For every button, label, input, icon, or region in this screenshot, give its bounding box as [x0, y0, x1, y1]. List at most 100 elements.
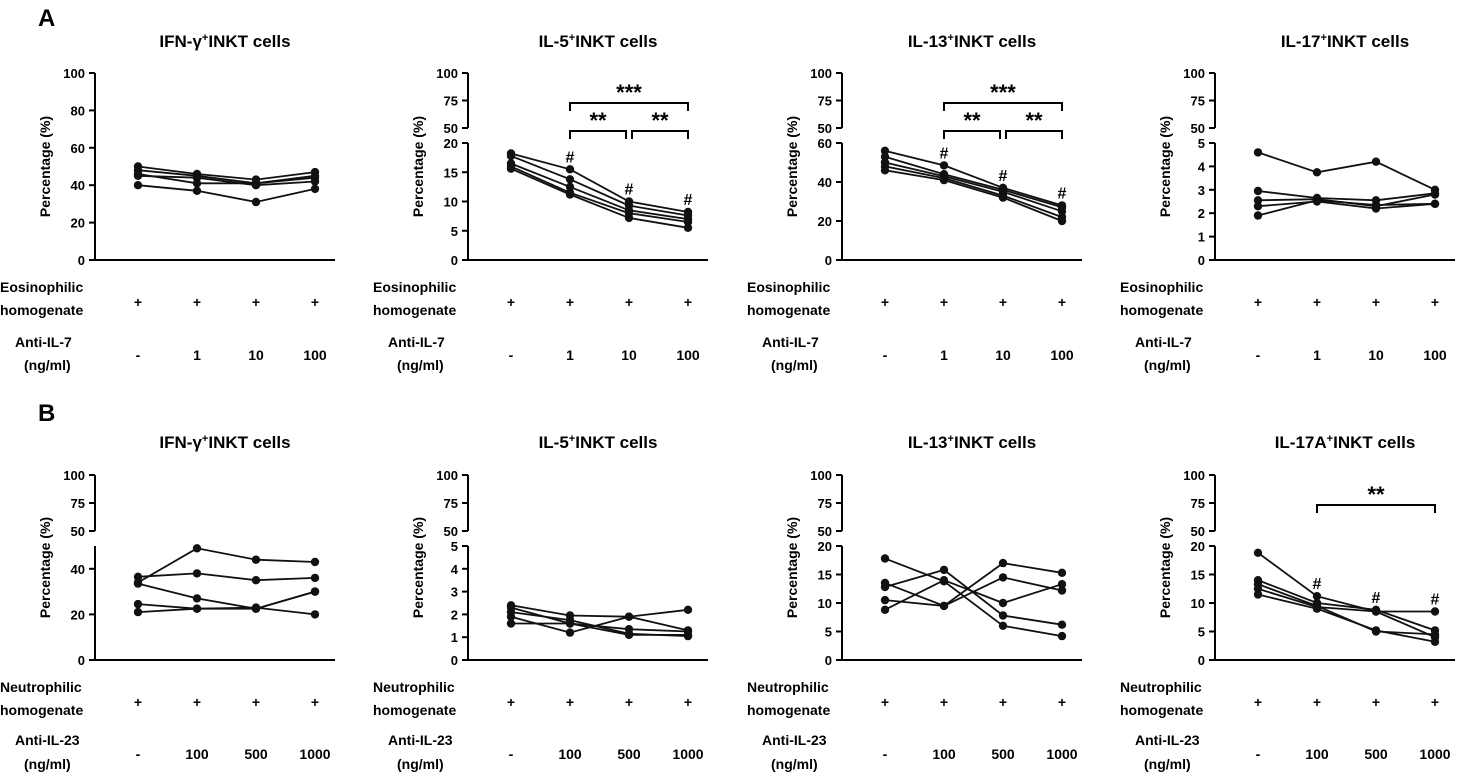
significance-label: **: [1025, 108, 1043, 133]
data-point: [998, 621, 1008, 630]
panel-letter-b: B: [38, 400, 55, 427]
data-point: [880, 152, 890, 161]
series-line: [884, 155, 1063, 209]
data-point: [998, 611, 1008, 620]
data-point: [251, 197, 261, 207]
hash-marker: #: [1313, 576, 1322, 593]
hash-marker: #: [684, 192, 693, 209]
dose-label: 1000: [1046, 746, 1077, 762]
data-point: [1057, 207, 1067, 216]
y-tick-label: 15: [1191, 568, 1205, 583]
y-tick-label: 50: [1191, 121, 1205, 136]
data-point: [565, 175, 575, 184]
y-tick-label: 60: [71, 141, 85, 156]
dose-label: -: [136, 347, 141, 363]
y-tick-label: 20: [71, 216, 85, 231]
data-point: [133, 171, 143, 180]
data-point: [998, 598, 1008, 608]
y-tick-label: 5: [451, 539, 458, 554]
chart-title-rest: INKT cells: [575, 32, 657, 51]
significance-label: ***: [616, 80, 642, 105]
y-tick-label: 100: [63, 66, 85, 81]
dose-label: 1000: [672, 746, 703, 762]
chart-title-main: IL-5: [539, 433, 569, 452]
y-tick-label: 20: [1191, 539, 1205, 554]
homogenate-plus: +: [1313, 694, 1321, 710]
y-axis-label: Percentage (%): [1157, 116, 1173, 217]
y-tick-label: 75: [818, 496, 832, 511]
data-point: [880, 146, 890, 155]
significance-bracket: [631, 130, 689, 139]
series-line: [137, 165, 316, 181]
hash-marker: #: [940, 145, 949, 162]
chart-title-main: IL-17A: [1275, 433, 1327, 452]
data-point: [998, 558, 1008, 568]
homogenate-plus: +: [1254, 694, 1262, 710]
data-point: [880, 554, 890, 563]
significance-label: **: [589, 108, 607, 133]
homogenate-label: homogenate: [747, 702, 830, 718]
significance-bracket: [569, 130, 627, 139]
data-point: [310, 177, 320, 186]
dose-label: -: [509, 347, 514, 363]
series-line: [510, 604, 689, 632]
treatment-unit-label: (ng/ml): [397, 756, 444, 772]
series-line: [510, 167, 689, 229]
y-tick-label: 0: [1198, 653, 1205, 668]
data-point: [624, 612, 634, 621]
series-line: [1257, 587, 1435, 613]
series-line: [1257, 200, 1436, 210]
series-line: [1257, 151, 1436, 191]
data-point: [998, 193, 1008, 202]
homogenate-label: homogenate: [0, 302, 83, 318]
y-tick-label: 50: [818, 524, 832, 539]
chart-title-superscript: +: [1327, 433, 1333, 445]
homogenate-plus: +: [193, 694, 201, 710]
treatment-unit-label: (ng/ml): [1144, 756, 1191, 772]
data-point: [1253, 211, 1263, 220]
series-line: [511, 622, 688, 636]
treatment-unit-label: (ng/ml): [24, 357, 71, 373]
homogenate-plus: +: [999, 694, 1007, 710]
series-line: [1257, 552, 1436, 639]
dose-label: 100: [303, 347, 327, 363]
dose-label: 500: [617, 746, 641, 762]
y-tick-label: 75: [1191, 496, 1205, 511]
data-point: [310, 573, 320, 583]
y-tick-label: 20: [444, 136, 458, 151]
chart-title-main: IL-13: [908, 433, 948, 452]
y-tick-label: 75: [444, 496, 458, 511]
data-point: [1312, 168, 1322, 177]
data-point: [683, 605, 693, 614]
dose-label: 100: [676, 347, 700, 363]
data-point: [192, 604, 202, 613]
chart-title: IL-5+INKT cells: [539, 32, 658, 51]
y-tick-label: 15: [818, 568, 832, 583]
dose-label: 10: [248, 347, 264, 363]
series-line: [884, 579, 1063, 611]
series-line: [510, 165, 689, 223]
data-point: [1057, 620, 1067, 629]
homogenate-plus: +: [999, 294, 1007, 310]
significance-label: **: [651, 108, 669, 133]
dose-label: 100: [1423, 347, 1447, 363]
homogenate-plus: +: [566, 294, 574, 310]
y-tick-label: 50: [71, 524, 85, 539]
chart-title-rest: INKT cells: [1327, 32, 1409, 51]
data-point: [310, 557, 320, 567]
y-tick-label: 75: [818, 94, 832, 109]
y-tick-label: 0: [451, 253, 458, 268]
series-line: [510, 608, 689, 634]
hash-marker: #: [999, 168, 1008, 185]
data-point: [133, 572, 143, 581]
data-point: [939, 601, 949, 611]
series-line: [137, 173, 316, 185]
homogenate-plus: +: [507, 694, 515, 710]
data-point: [133, 599, 143, 609]
y-tick-label: 1: [1198, 230, 1205, 245]
data-point: [880, 166, 890, 175]
homogenate-plus: +: [1313, 294, 1321, 310]
